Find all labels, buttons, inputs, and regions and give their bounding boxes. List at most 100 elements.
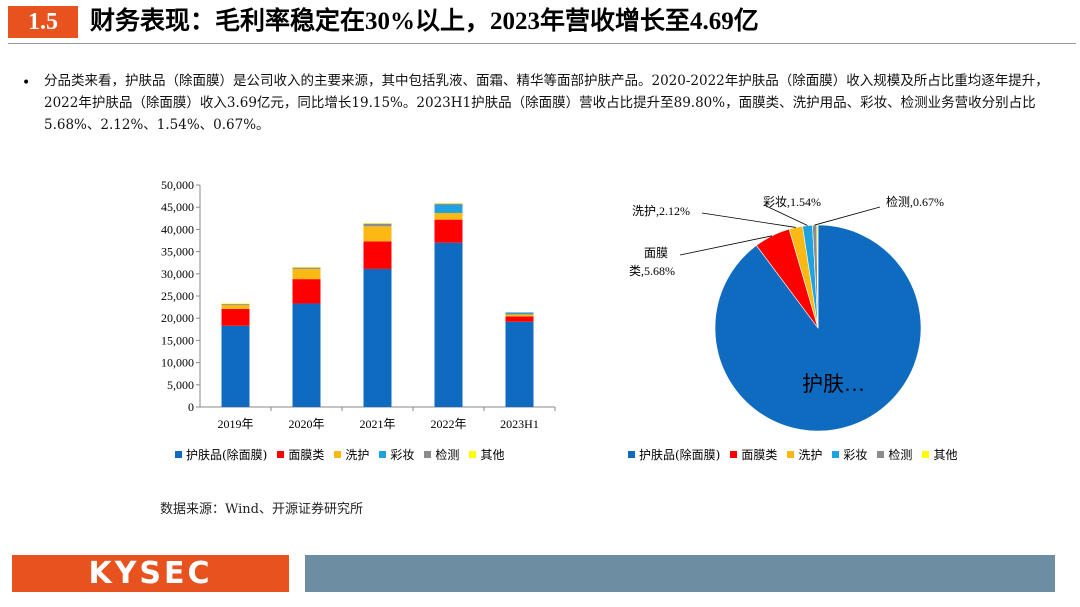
x-tick-label: 2020年: [288, 417, 324, 431]
legend-label: 面膜类: [741, 448, 778, 462]
legend-label: 护肤品(除面膜): [639, 448, 721, 462]
bar-segment-其他: [363, 223, 392, 224]
bar-segment-洗护: [434, 212, 463, 220]
footer-bar: [305, 555, 1055, 592]
legend-label: 洗护: [345, 448, 370, 462]
data-source: 数据来源：Wind、开源证券研究所: [160, 502, 363, 517]
bar-segment-洗护: [221, 304, 250, 309]
section-number: 1.5: [8, 6, 78, 38]
legend-item: 面膜类: [277, 446, 324, 463]
bar-segment-检测: [434, 203, 463, 205]
y-tick-label: 5,000: [167, 378, 194, 392]
revenue-share-pie-chart: 护肤… 面膜类,5.68% 洗护,2.12% 彩妆,1.54% 检测,0.67%: [629, 194, 944, 432]
legend-swatch: [787, 451, 795, 458]
pie-leader-line: [701, 212, 796, 228]
pie-label-wash: 洗护,2.12%: [632, 204, 690, 218]
bar-segment-面膜类: [221, 308, 250, 326]
legend-label: 其他: [933, 448, 958, 462]
legend-item: 其他: [922, 446, 957, 463]
legend-item: 检测: [424, 446, 459, 463]
y-tick-label: 50,000: [161, 178, 194, 192]
header-divider: [8, 43, 1076, 44]
legend-swatch: [424, 451, 432, 458]
legend-swatch: [922, 451, 930, 458]
bar-segment-面膜类: [292, 279, 321, 304]
legend-swatch: [277, 451, 285, 458]
legend-swatch: [730, 451, 738, 458]
x-tick-label: 2023H1: [500, 417, 539, 431]
pie-chart-legend: 护肤品(除面膜) 面膜类 洗护 彩妆 检测 其他: [628, 446, 957, 463]
y-tick-label: 40,000: [161, 222, 194, 236]
legend-label: 护肤品(除面膜): [186, 448, 268, 462]
legend-swatch: [379, 451, 387, 458]
bullet-paragraph: 分品类来看，护肤品（除面膜）是公司收入的主要来源，其中包括乳液、面霜、精华等面部…: [44, 73, 1049, 133]
bar-segment-检测: [363, 223, 392, 227]
pie-label-skincare: 护肤…: [802, 372, 865, 396]
legend-label: 彩妆: [390, 448, 415, 462]
legend-swatch: [877, 451, 885, 458]
pie-label-makeup: 彩妆,1.54%: [763, 195, 821, 209]
y-tick-label: 15,000: [161, 333, 194, 347]
legend-item: 洗护: [787, 446, 822, 463]
bar-segment-检测: [292, 267, 321, 269]
legend-label: 彩妆: [843, 448, 868, 462]
legend-item: 其他: [469, 446, 504, 463]
legend-label: 其他: [480, 448, 505, 462]
legend-item: 护肤品(除面膜): [175, 446, 267, 463]
bar-segment-其他: [292, 267, 321, 268]
x-tick-label: 2021年: [359, 417, 395, 431]
legend-item: 彩妆: [379, 446, 414, 463]
bar-segment-洗护: [292, 268, 321, 280]
bar-segment-面膜类: [505, 316, 534, 322]
y-tick-label: 35,000: [161, 245, 194, 259]
bar-segment-其他: [221, 303, 250, 305]
legend-swatch: [334, 451, 342, 458]
bar-chart-legend: 护肤品(除面膜) 面膜类 洗护 彩妆 检测 其他: [175, 446, 504, 463]
legend-item: 面膜类: [730, 446, 777, 463]
legend-swatch: [628, 451, 635, 458]
bar-segment-检测: [221, 303, 250, 305]
pie-label-mask: 类,5.68%: [629, 264, 675, 278]
legend-item: 洗护: [334, 446, 369, 463]
bar-segment-护肤品(除面膜): [505, 321, 534, 407]
pie-slice-其他: [816, 224, 819, 329]
x-tick-label: 2022年: [430, 417, 466, 431]
x-tick-label: 2019年: [217, 417, 253, 431]
pie-leader-line: [814, 206, 881, 226]
pie-leader-line: [763, 204, 808, 226]
legend-swatch: [469, 451, 477, 458]
bar-segment-护肤品(除面膜): [363, 268, 392, 407]
legend-label: 检测: [888, 448, 913, 462]
pie-leader-line: [679, 235, 773, 256]
legend-label: 面膜类: [288, 448, 325, 462]
bar-segment-护肤品(除面膜): [221, 325, 250, 407]
legend-swatch: [832, 451, 840, 458]
pie-label-mask: 面膜: [644, 246, 668, 260]
legend-item: 检测: [877, 446, 912, 463]
revenue-stacked-bar-chart: 0 5,000 10,000 15,000 20,000 25,000 30,000 35,0…: [161, 178, 556, 431]
bar-segment-护肤品(除面膜): [434, 242, 463, 407]
bar-segment-面膜类: [363, 241, 392, 269]
bar-segment-洗护: [505, 314, 534, 317]
page-title: 财务表现：毛利率稳定在30%以上，2023年营收增长至4.69亿: [90, 8, 759, 35]
y-tick-label: 0: [188, 400, 194, 414]
y-tick-label: 25,000: [161, 289, 194, 303]
kysec-logo: KYSEC: [12, 555, 289, 592]
bullet-marker: •: [22, 75, 31, 91]
bar-segment-洗护: [363, 226, 392, 242]
bar-segment-其他: [434, 203, 463, 204]
y-tick-label: 10,000: [161, 356, 194, 370]
bar-segment-彩妆: [505, 312, 534, 315]
bar-segment-彩妆: [434, 204, 463, 213]
bar-segment-面膜类: [434, 219, 463, 243]
legend-item: 护肤品(除面膜): [628, 446, 720, 463]
y-tick-label: 45,000: [161, 200, 194, 214]
y-tick-label: 30,000: [161, 267, 194, 281]
bar-segment-护肤品(除面膜): [292, 303, 321, 407]
legend-item: 彩妆: [832, 446, 867, 463]
bar-segment-检测: [505, 312, 534, 313]
y-tick-label: 20,000: [161, 311, 194, 325]
legend-label: 洗护: [798, 448, 823, 462]
legend-label: 检测: [435, 448, 460, 462]
pie-label-testing: 检测,0.67%: [886, 194, 944, 209]
